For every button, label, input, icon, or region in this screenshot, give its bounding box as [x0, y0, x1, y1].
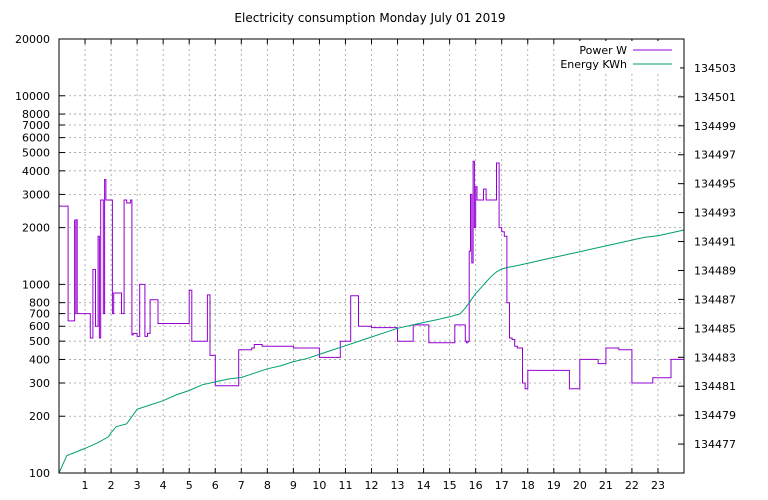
x-tick-label: 19 [547, 479, 561, 492]
y-left-tick-label: 400 [29, 353, 50, 366]
axes: 1 2 3 4 5 6 7 8 9 10 11 12 13 14 15 16 17 18 19 20 21 22 23100… [15, 33, 736, 492]
y-left-tick-label: 6000 [22, 132, 50, 145]
series-layer [58, 160, 685, 474]
x-tick-label: 17 [495, 479, 509, 492]
y-right-tick-label: 134491 [694, 236, 736, 249]
grid [59, 38, 684, 474]
x-tick-label: 11 [338, 479, 352, 492]
x-tick-label: 13 [391, 479, 405, 492]
x-tick-label: 12 [365, 479, 379, 492]
chart-title: Electricity consumption Monday July 01 2… [234, 11, 505, 25]
y-left-tick-label: 600 [29, 320, 50, 333]
x-tick-label: 8 [264, 479, 271, 492]
y-left-tick-label: 2000 [22, 222, 50, 235]
y-left-tick-label: 500 [29, 335, 50, 348]
y-right-tick-label: 134493 [694, 207, 736, 220]
x-tick-label: 7 [238, 479, 245, 492]
y-left-tick-label: 700 [29, 308, 50, 321]
legend-label-energy: Energy KWh [560, 58, 627, 71]
y-left-tick-label: 300 [29, 377, 50, 390]
x-tick-label: 6 [212, 479, 219, 492]
y-left-tick-label: 4000 [22, 165, 50, 178]
x-tick-label: 23 [651, 479, 665, 492]
y-left-tick-label: 100 [29, 467, 50, 480]
y-left-tick-label: 20000 [15, 33, 50, 46]
y-right-tick-label: 134495 [694, 178, 736, 191]
y-right-tick-label: 134501 [694, 91, 736, 104]
x-tick-label: 4 [160, 479, 167, 492]
legend-background [560, 41, 680, 73]
x-tick-label: 14 [417, 479, 431, 492]
x-tick-label: 5 [186, 479, 193, 492]
x-tick-label: 3 [134, 479, 141, 492]
y-right-tick-label: 134499 [694, 120, 736, 133]
x-tick-label: 1 [82, 479, 89, 492]
x-tick-label: 20 [573, 479, 587, 492]
y-right-tick-label: 134489 [694, 264, 736, 277]
y-right-tick-label: 134481 [694, 380, 736, 393]
x-tick-label: 18 [521, 479, 535, 492]
y-left-tick-label: 200 [29, 410, 50, 423]
y-left-tick-label: 3000 [22, 188, 50, 201]
x-tick-label: 16 [469, 479, 483, 492]
y-left-tick-label: 8000 [22, 108, 50, 121]
y-right-tick-label: 134479 [694, 409, 736, 422]
y-right-tick-label: 134485 [694, 322, 736, 335]
legend-label-power: Power W [579, 44, 627, 57]
series-power-line [59, 160, 685, 390]
y-right-tick-label: 134503 [694, 62, 736, 75]
x-tick-label: 21 [599, 479, 613, 492]
y-left-tick-label: 10000 [15, 90, 50, 103]
x-tick-label: 2 [108, 479, 115, 492]
y-left-tick-label: 7000 [22, 119, 50, 132]
y-right-tick-label: 134497 [694, 149, 736, 162]
x-tick-label: 9 [290, 479, 297, 492]
y-right-tick-label: 134487 [694, 293, 736, 306]
y-left-tick-label: 800 [29, 297, 50, 310]
y-right-tick-label: 134483 [694, 351, 736, 364]
x-tick-label: 10 [312, 479, 326, 492]
y-left-tick-label: 5000 [22, 147, 50, 160]
x-tick-label: 22 [625, 479, 639, 492]
x-tick-label: 15 [443, 479, 457, 492]
y-left-tick-label: 1000 [22, 278, 50, 291]
series-energy-line [58, 229, 685, 474]
legend: Power W Energy KWh [560, 41, 680, 73]
y-right-tick-label: 134477 [694, 438, 736, 451]
